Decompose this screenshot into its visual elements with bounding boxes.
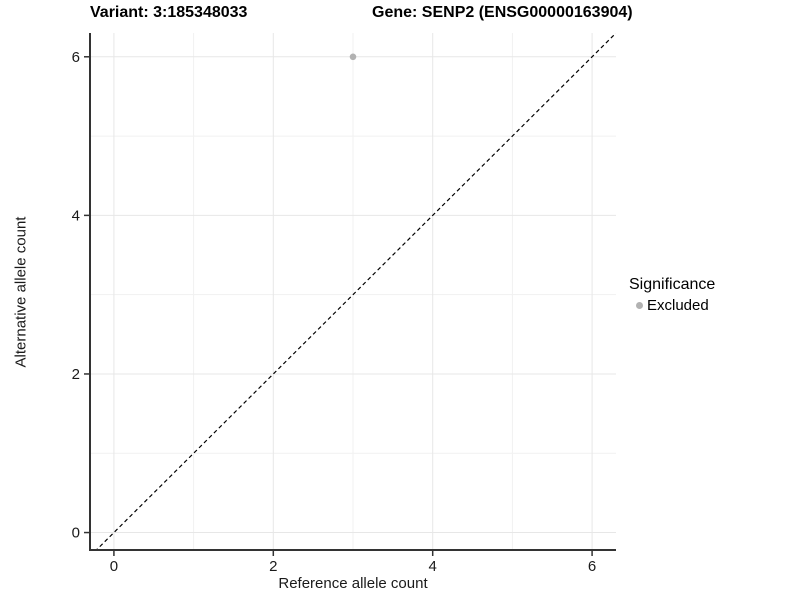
x-tick-label: 4: [429, 558, 437, 575]
legend-item-label: Excluded: [647, 297, 709, 314]
legend-item-excluded: Excluded: [629, 297, 715, 314]
legend: Significance Excluded: [629, 276, 715, 314]
x-tick-label: 6: [588, 558, 596, 575]
y-tick-label: 0: [72, 525, 80, 542]
gene-title: Gene: SENP2 (ENSG00000163904): [372, 4, 633, 21]
y-tick-label: 2: [72, 366, 80, 383]
legend-point-icon: [636, 302, 643, 309]
variant-title: Variant: 3:185348033: [90, 4, 248, 21]
x-tick-label: 0: [110, 558, 118, 575]
identity-line: [95, 33, 616, 550]
x-axis-label: Reference allele count: [278, 575, 428, 592]
data-point: [349, 53, 357, 61]
legend-title: Significance: [629, 276, 716, 293]
y-tick-label: 4: [72, 207, 80, 224]
x-tick-label: 2: [269, 558, 277, 575]
y-tick-label: 6: [72, 49, 80, 66]
